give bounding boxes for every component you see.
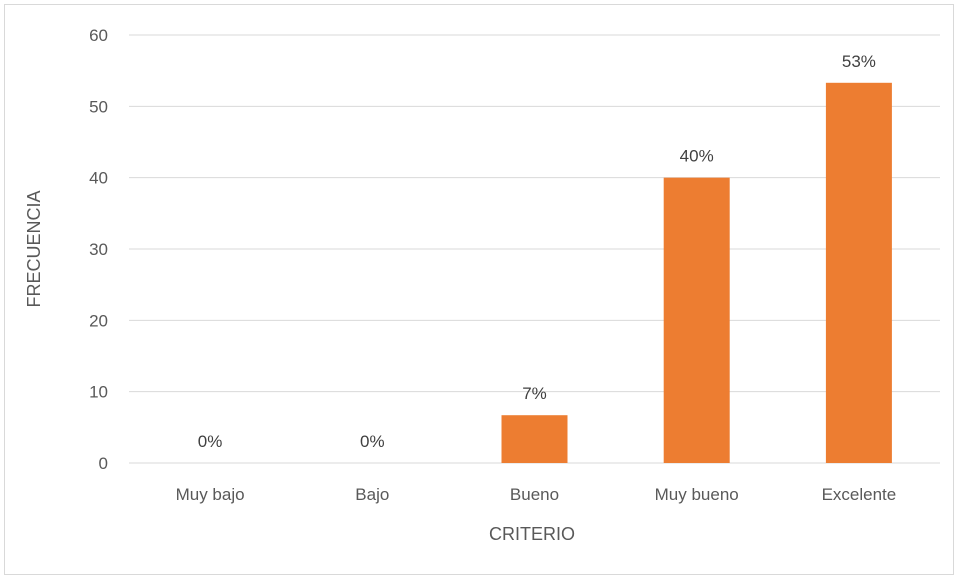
y-tick-label: 30 bbox=[89, 240, 108, 259]
x-tick-label: Bueno bbox=[510, 485, 559, 504]
x-axis-ticks: Muy bajo Bajo Bueno Muy bueno Excelente bbox=[176, 485, 897, 504]
y-tick-label: 0 bbox=[99, 454, 108, 473]
chart-frame bbox=[4, 4, 954, 575]
y-axis-ticks: 0 10 20 30 40 50 60 bbox=[89, 26, 108, 473]
x-axis-title: CRITERIO bbox=[489, 524, 575, 544]
y-tick-label: 20 bbox=[89, 311, 108, 330]
bar-data-label: 40% bbox=[680, 147, 714, 166]
y-tick-label: 10 bbox=[89, 383, 108, 402]
x-tick-label: Bajo bbox=[355, 485, 389, 504]
data-labels: 0% 0% 7% 40% 53% bbox=[198, 52, 876, 451]
bar bbox=[663, 177, 730, 463]
y-axis-title: FRECUENCIA bbox=[24, 190, 44, 307]
bar bbox=[501, 415, 568, 463]
bar-data-label: 53% bbox=[842, 52, 876, 71]
bar-data-label: 0% bbox=[198, 432, 223, 451]
bars bbox=[501, 82, 892, 463]
x-tick-label: Muy bueno bbox=[655, 485, 739, 504]
bar bbox=[825, 82, 892, 463]
gridlines bbox=[129, 34, 940, 464]
y-tick-label: 50 bbox=[89, 97, 108, 116]
x-tick-label: Muy bajo bbox=[176, 485, 245, 504]
y-tick-label: 60 bbox=[89, 26, 108, 45]
y-tick-label: 40 bbox=[89, 169, 108, 188]
x-tick-label: Excelente bbox=[822, 485, 897, 504]
bar-data-label: 0% bbox=[360, 432, 385, 451]
bar-data-label: 7% bbox=[522, 384, 547, 403]
